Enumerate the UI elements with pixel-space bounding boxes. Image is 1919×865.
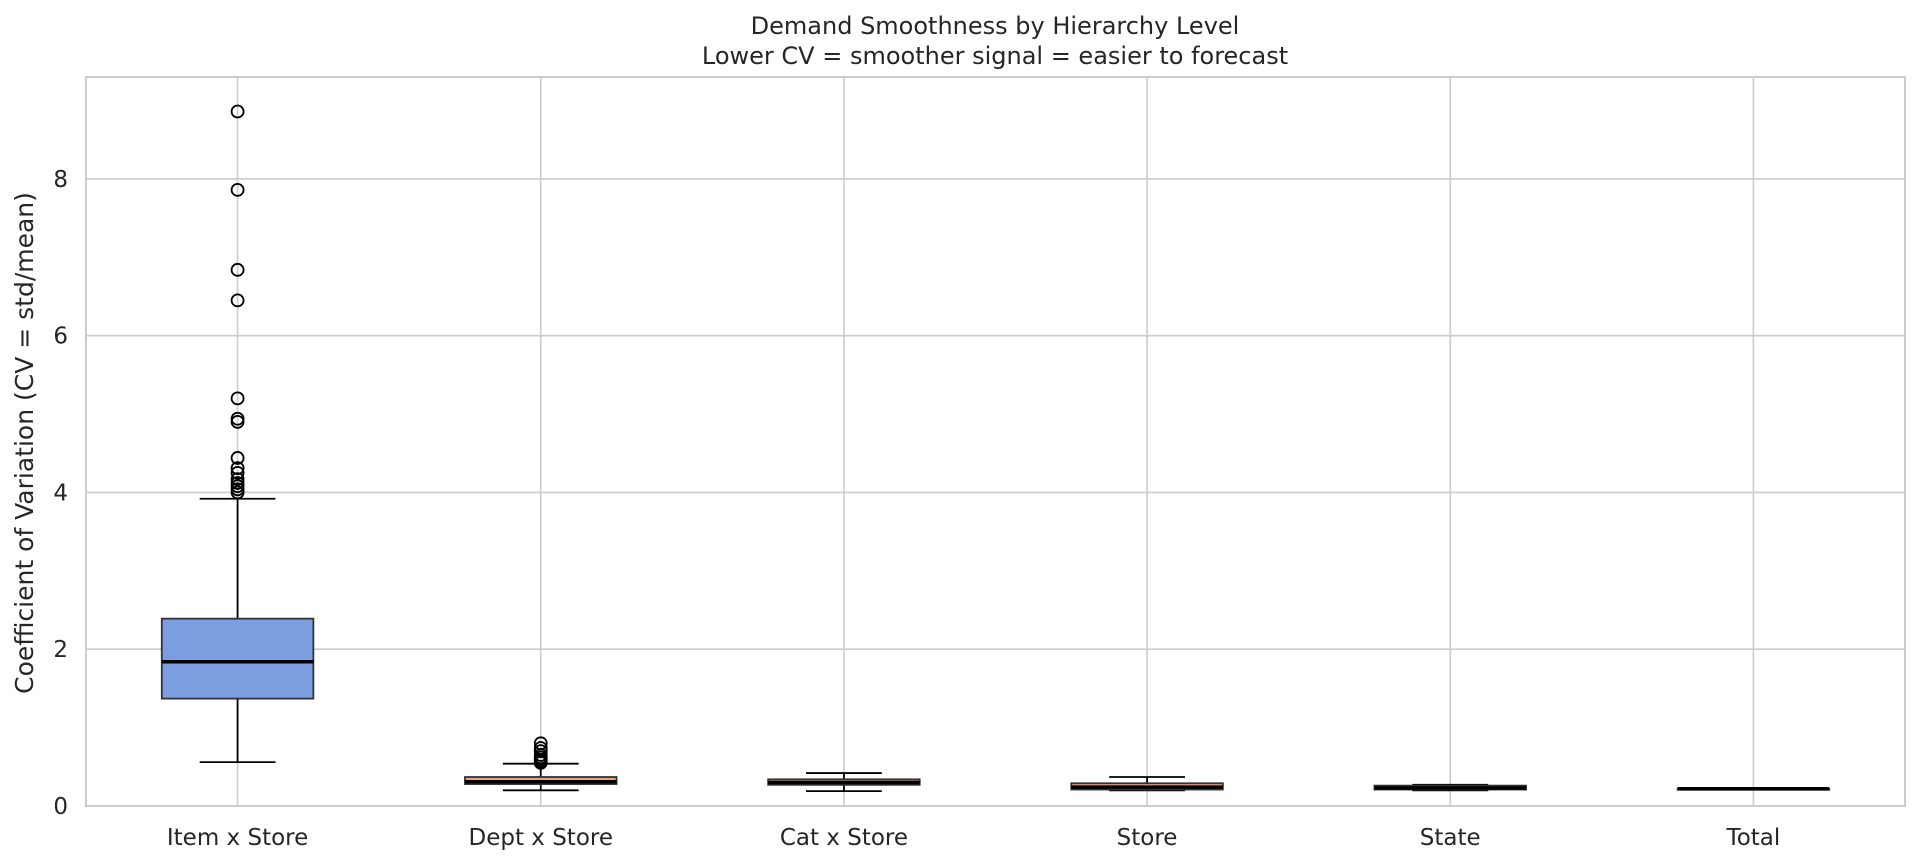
- box-group: [1373, 783, 1527, 792]
- box-group: [160, 104, 315, 764]
- outlier-point: [230, 182, 245, 197]
- chart-subtitle: Lower CV = smoother signal = easier to f…: [702, 42, 1288, 70]
- y-tick-label: 2: [53, 637, 68, 663]
- x-tick-label: Cat x Store: [780, 825, 908, 851]
- outlier-point: [230, 461, 245, 476]
- label-layer: 0 2 4 6 8 Item x Store Dept x Store Cat x Store…: [53, 167, 1780, 851]
- y-tick-label: 6: [53, 324, 68, 350]
- box-group: [767, 772, 921, 793]
- x-tick-label: Item x Store: [167, 825, 308, 851]
- outlier-point: [230, 465, 245, 480]
- x-tick-label: Store: [1117, 825, 1178, 851]
- box-layer: [160, 104, 1831, 793]
- outlier-point: [230, 485, 245, 500]
- outlier-point: [230, 472, 245, 487]
- outlier-point: [230, 104, 245, 119]
- box-group: [464, 736, 618, 792]
- outlier-point: [230, 415, 245, 429]
- grid-layer: [86, 77, 1905, 807]
- x-tick-label: Total: [1726, 825, 1781, 851]
- y-tick-label: 4: [53, 480, 68, 506]
- y-tick-label: 8: [53, 167, 68, 193]
- chart-title: Demand Smoothness by Hierarchy Level: [751, 12, 1240, 40]
- outlier-point: [230, 391, 245, 406]
- box-group: [1070, 776, 1224, 792]
- plot-frame: [85, 76, 1906, 807]
- x-tick-label: Dept x Store: [468, 825, 613, 851]
- y-axis-label: Coefficient of Variation (CV = std/mean): [10, 192, 39, 694]
- outlier-point: [230, 451, 245, 465]
- box-group: [1676, 787, 1831, 791]
- outlier-point: [230, 262, 245, 277]
- iqr-box: [160, 617, 315, 700]
- x-tick-label: State: [1420, 825, 1481, 851]
- outlier-point: [230, 293, 245, 308]
- outlier-point: [533, 755, 548, 770]
- y-tick-label: 0: [53, 794, 68, 820]
